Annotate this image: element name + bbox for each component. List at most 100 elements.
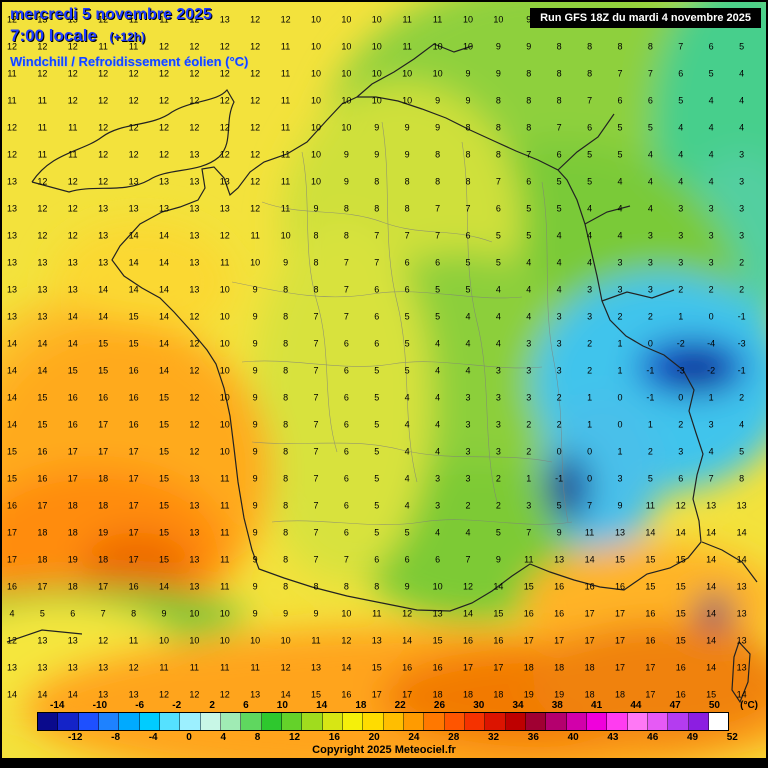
temp-value: 8 [526, 68, 532, 79]
temp-value: 12 [67, 41, 78, 52]
temp-value: 4 [708, 149, 714, 160]
scale-cell [342, 713, 364, 730]
temp-value: 3 [678, 203, 684, 214]
temp-value: 18 [67, 581, 78, 592]
temp-value: 16 [462, 635, 474, 646]
temp-value: 12 [158, 95, 170, 106]
temp-value: 1 [678, 311, 684, 322]
temp-value: 6 [374, 338, 380, 349]
temp-value: 8 [404, 203, 410, 214]
temp-value: 12 [189, 392, 200, 403]
temp-value: 4 [708, 95, 714, 106]
temp-value: 15 [158, 500, 170, 511]
temp-value: 8 [435, 149, 441, 160]
temp-value: 5 [739, 41, 745, 52]
temp-value: 4 [465, 365, 471, 376]
temp-value: 10 [280, 635, 291, 646]
temp-value: 14 [158, 230, 170, 241]
temp-value: 12 [189, 41, 200, 52]
temp-value: 12 [128, 662, 139, 673]
temp-value: 14 [493, 581, 504, 592]
temp-value: 7 [404, 230, 410, 241]
temp-value: 13 [67, 257, 78, 268]
unit-label: (°C) [740, 700, 758, 711]
temp-value: 6 [70, 608, 76, 619]
temp-value: 8 [739, 473, 745, 484]
temp-value: -1 [555, 473, 564, 484]
temp-value: -3 [676, 365, 685, 376]
temp-value: 5 [465, 284, 471, 295]
temp-value: 3 [647, 284, 653, 295]
temp-value: 5 [404, 311, 410, 322]
scale-cell [119, 713, 140, 730]
temp-value: 10 [462, 14, 474, 25]
scale-label: -12 [68, 732, 83, 743]
temp-value: 3 [617, 473, 623, 484]
temp-value: 5 [739, 446, 745, 457]
temp-value: 18 [37, 527, 48, 538]
temp-value: 2 [739, 392, 745, 403]
scale-label: -2 [172, 700, 182, 711]
temp-value: 17 [402, 689, 413, 700]
temp-value: 1 [617, 446, 623, 457]
temp-value: 13 [189, 230, 200, 241]
temp-value: 7 [313, 419, 319, 430]
scale-cell [383, 713, 404, 730]
temp-value: 4 [465, 527, 471, 538]
temp-value: 12 [189, 68, 200, 79]
temp-value: 14 [158, 338, 170, 349]
temp-value: 2 [495, 473, 501, 484]
temp-value: 8 [283, 527, 289, 538]
temp-value: 8 [283, 284, 289, 295]
temp-value: 12 [219, 41, 230, 52]
temp-value: 10 [280, 230, 291, 241]
temp-value: 4 [708, 122, 714, 133]
temp-value: 14 [37, 365, 48, 376]
temp-value: 4 [404, 473, 410, 484]
temp-value: 13 [128, 176, 139, 187]
temp-value: 13 [158, 176, 170, 187]
temp-value: 4 [678, 176, 684, 187]
temp-value: 13 [6, 284, 18, 295]
temp-value: 6 [526, 176, 532, 187]
temp-value: 7 [343, 257, 349, 268]
temp-value: 12 [250, 203, 261, 214]
temp-value: 12 [250, 122, 261, 133]
temp-value: 12 [402, 608, 413, 619]
temp-value: 11 [645, 500, 656, 511]
temp-value: 8 [647, 41, 653, 52]
temp-value: 7 [556, 122, 562, 133]
temp-value: 8 [556, 41, 562, 52]
temp-value: 12 [98, 95, 109, 106]
temp-value: 8 [313, 230, 319, 241]
temp-value: 1 [587, 392, 593, 403]
scale-bar [37, 712, 729, 731]
temp-value: 8 [374, 176, 380, 187]
temp-value: 12 [98, 122, 109, 133]
temp-value: 9 [283, 257, 289, 268]
temp-value: 14 [706, 608, 717, 619]
temp-value: 11 [280, 203, 291, 214]
temp-value: 13 [158, 203, 170, 214]
temp-value: 17 [645, 689, 656, 700]
temp-value: 10 [371, 14, 382, 25]
scale-label: -8 [111, 732, 121, 743]
temp-value: 10 [310, 149, 322, 160]
temp-value: 17 [584, 608, 595, 619]
temp-value: 14 [128, 284, 139, 295]
temp-value: 7 [374, 257, 380, 268]
temp-value: 4 [556, 257, 562, 268]
temp-value: 2 [739, 284, 745, 295]
temp-value: 17 [493, 662, 504, 673]
country-borders [6, 43, 758, 704]
scale-label: 12 [288, 732, 301, 743]
temp-value: 13 [189, 500, 200, 511]
temp-value: 14 [736, 527, 747, 538]
temp-value: 9 [313, 203, 319, 214]
scale-cell [261, 713, 282, 730]
temp-value: 4 [495, 338, 501, 349]
scale-label: 34 [512, 700, 524, 711]
